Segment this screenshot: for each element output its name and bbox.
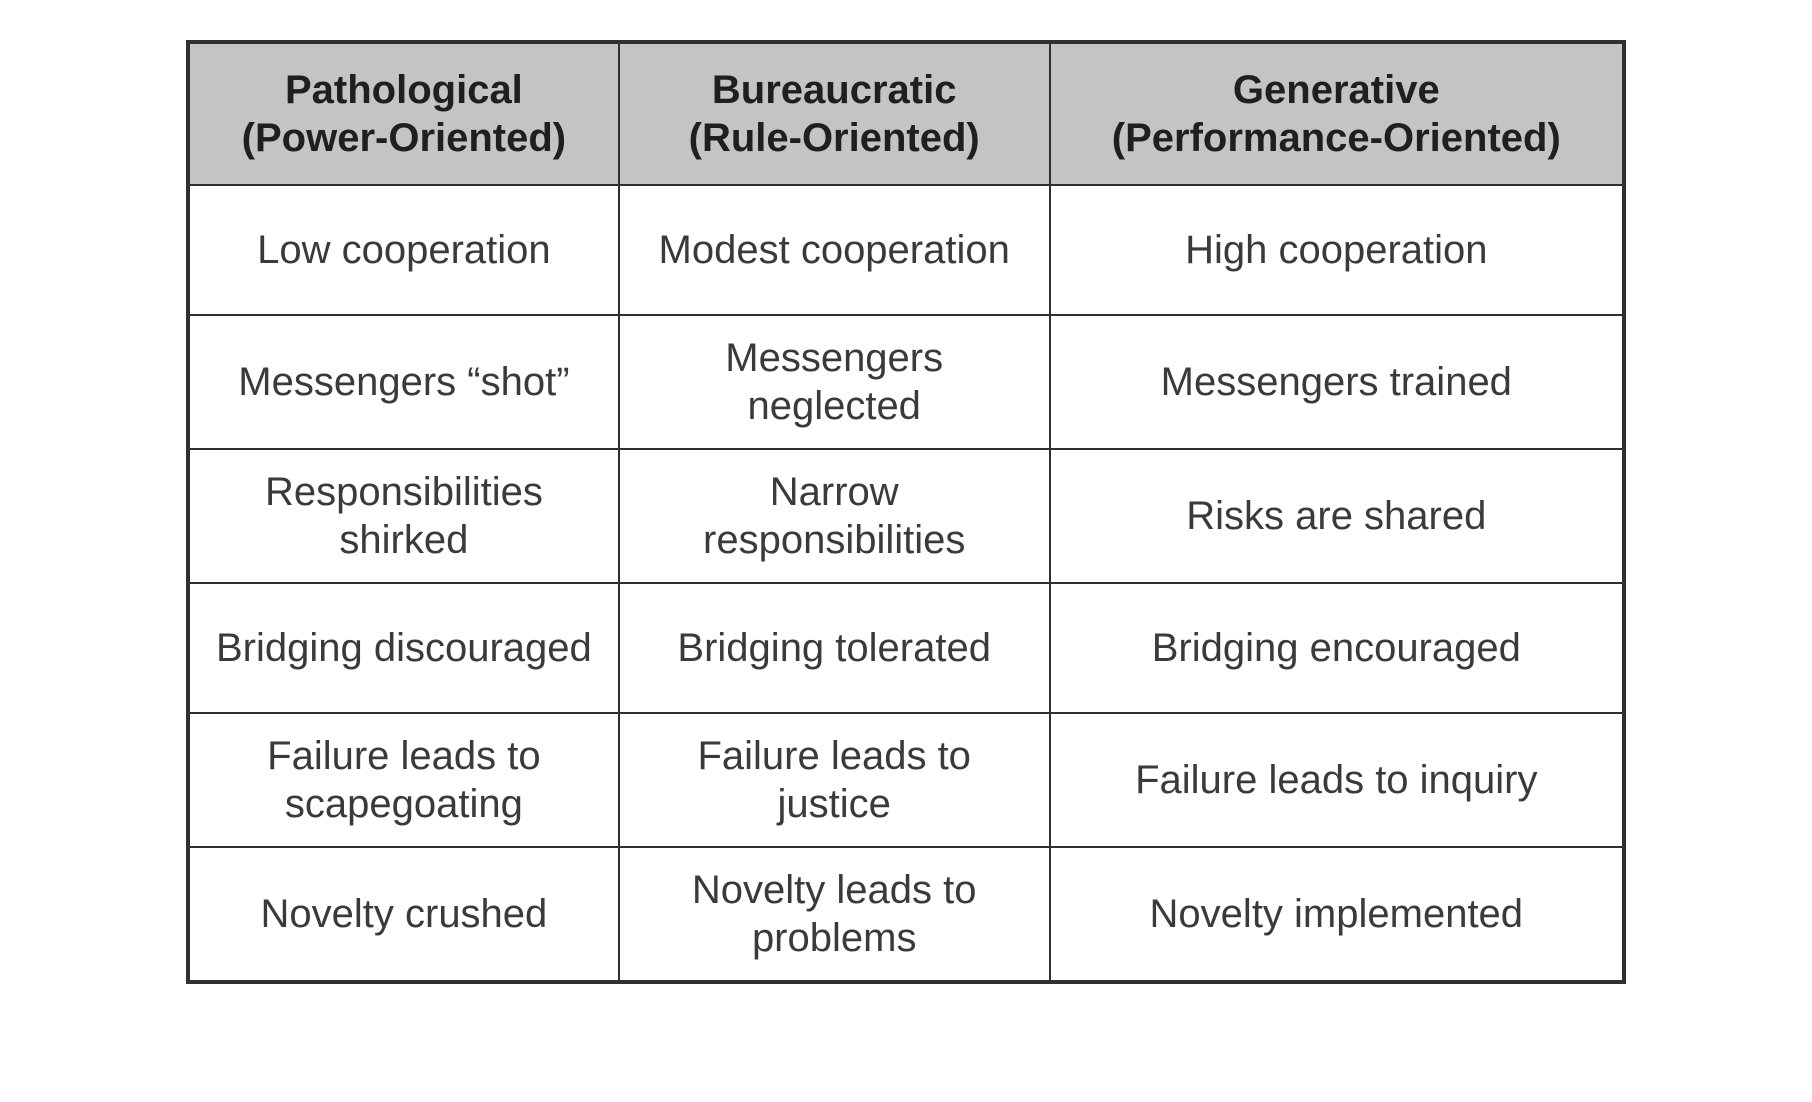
col-header-pathological: Pathological (Power-Oriented) (188, 42, 619, 185)
table-row: Low cooperation Modest cooperation High … (188, 185, 1624, 315)
table-row: Failure leads to scapegoating Failure le… (188, 713, 1624, 847)
col-subtitle: (Power-Oriented) (210, 114, 598, 162)
cell: Responsibilities shirked (188, 449, 619, 583)
cell: Messengers “shot” (188, 315, 619, 449)
cell: Novelty implemented (1050, 847, 1624, 982)
cell: Failure leads to scapegoating (188, 713, 619, 847)
cell: Messengers trained (1050, 315, 1624, 449)
col-title: Pathological (285, 68, 523, 112)
cell: Novelty leads to problems (619, 847, 1050, 982)
cell: Bridging tolerated (619, 583, 1050, 713)
cell: High cooperation (1050, 185, 1624, 315)
table-body: Low cooperation Modest cooperation High … (188, 185, 1624, 982)
table-header-row: Pathological (Power-Oriented) Bureaucrat… (188, 42, 1624, 185)
cell: Novelty crushed (188, 847, 619, 982)
table-row: Messengers “shot” Messengers neglected M… (188, 315, 1624, 449)
col-header-bureaucratic: Bureaucratic (Rule-Oriented) (619, 42, 1050, 185)
cell: Narrow responsibilities (619, 449, 1050, 583)
col-subtitle: (Performance-Oriented) (1071, 114, 1602, 162)
table: Pathological (Power-Oriented) Bureaucrat… (186, 40, 1626, 984)
table-row: Novelty crushed Novelty leads to problem… (188, 847, 1624, 982)
cell: Modest cooperation (619, 185, 1050, 315)
culture-typology-table: Pathological (Power-Oriented) Bureaucrat… (186, 40, 1626, 984)
cell: Messengers neglected (619, 315, 1050, 449)
col-header-generative: Generative (Performance-Oriented) (1050, 42, 1624, 185)
cell: Low cooperation (188, 185, 619, 315)
col-subtitle: (Rule-Oriented) (640, 114, 1029, 162)
cell: Bridging discouraged (188, 583, 619, 713)
cell: Bridging encouraged (1050, 583, 1624, 713)
table-head: Pathological (Power-Oriented) Bureaucrat… (188, 42, 1624, 185)
cell: Failure leads to justice (619, 713, 1050, 847)
col-title: Generative (1233, 68, 1440, 112)
cell: Risks are shared (1050, 449, 1624, 583)
table-row: Responsibilities shirked Narrow responsi… (188, 449, 1624, 583)
cell: Failure leads to inquiry (1050, 713, 1624, 847)
table-row: Bridging discouraged Bridging tolerated … (188, 583, 1624, 713)
col-title: Bureaucratic (712, 68, 957, 112)
